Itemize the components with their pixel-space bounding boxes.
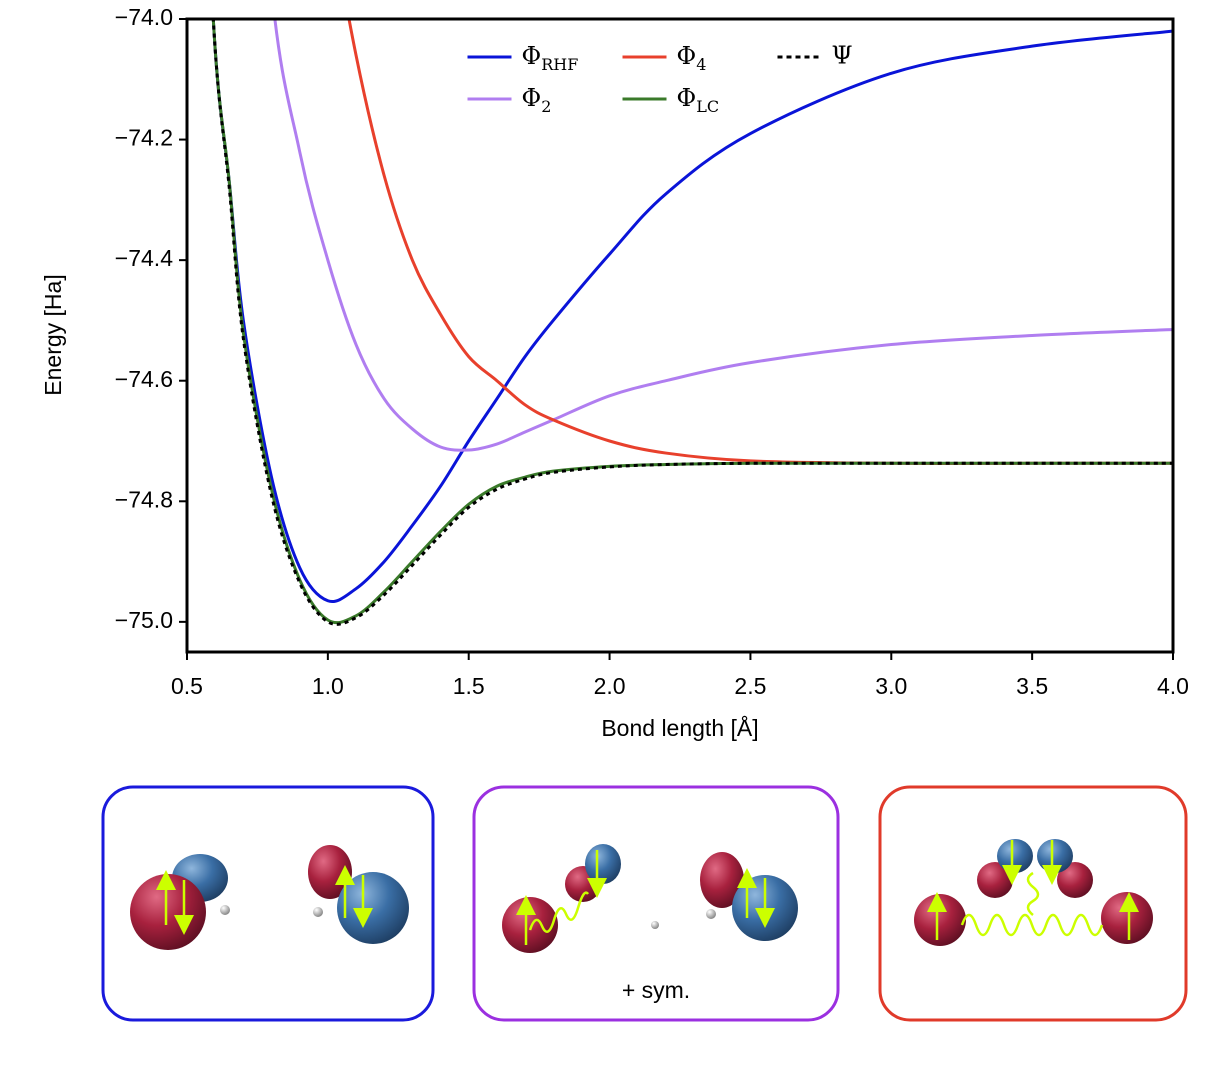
orbitals-2: + sym. [502,844,798,1003]
y-axis-label: Energy [Ha] [40,274,66,395]
orbitals-3 [914,839,1153,946]
x-tick-label: 2.5 [734,673,766,699]
x-tick-label: 0.5 [171,673,203,699]
legend-label: ΦRHF [522,42,579,74]
orbitals-1 [130,845,409,950]
x-tick-label: 2.0 [594,673,626,699]
panel-phi2 [472,785,840,1022]
legend-label: Φ4 [677,42,707,74]
series-line [347,19,1173,465]
x-tick-label: 3.0 [875,673,907,699]
x-tick-label: 3.5 [1016,673,1048,699]
y-tick-label: −74.8 [115,486,173,512]
x-axis-label: Bond length [Å] [601,714,758,741]
y-tick-label: −75.0 [115,607,173,633]
plot-area [211,19,1173,626]
legend-label: ΦLC [677,84,720,116]
panel-phi4 [878,785,1188,1022]
y-tick-label: −74.6 [115,366,173,392]
y-tick-label: −74.2 [115,125,173,151]
plot-frame [185,17,1175,654]
legend-label: Φ2 [522,84,552,116]
panel-rhf [101,785,435,1022]
legend-label: Ψ [832,42,853,70]
annotation: + sym. [622,977,690,1003]
x-tick-label: 4.0 [1157,673,1189,699]
x-tick-label: 1.5 [453,673,485,699]
series-layer [211,19,1173,626]
series-line [211,19,1173,626]
x-tick-label: 1.0 [312,673,344,699]
y-tick-label: −74.0 [115,4,173,30]
illustrations: + sym. [101,785,1188,1022]
series-line [273,19,1173,452]
y-tick-label: −74.4 [115,245,173,271]
